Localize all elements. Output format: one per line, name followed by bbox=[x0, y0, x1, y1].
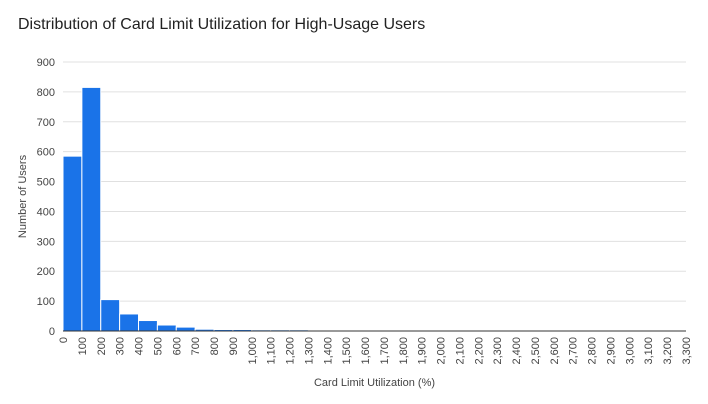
y-tick-label: 600 bbox=[37, 147, 55, 159]
x-tick-label: 0 bbox=[58, 337, 70, 343]
x-tick-label: 3,000 bbox=[624, 337, 636, 365]
y-tick-label: 800 bbox=[37, 87, 55, 99]
y-axis-title: Number of Users bbox=[17, 154, 29, 238]
x-tick-label: 800 bbox=[209, 337, 221, 355]
x-tick-label: 400 bbox=[134, 337, 146, 355]
x-tick-label: 2,100 bbox=[454, 337, 466, 365]
y-tick-label: 300 bbox=[37, 236, 55, 248]
x-tick-label: 1,300 bbox=[303, 337, 315, 365]
x-tick-label: 2,800 bbox=[587, 337, 599, 365]
x-tick-label: 2,400 bbox=[511, 337, 523, 365]
x-tick-label: 2,200 bbox=[473, 337, 485, 365]
x-tick-label: 2,600 bbox=[549, 337, 561, 365]
x-axis-title: Card Limit Utilization (%) bbox=[314, 377, 435, 389]
x-tick-label: 3,100 bbox=[643, 337, 655, 365]
x-tick-label: 500 bbox=[152, 337, 164, 355]
chart-title: Distribution of Card Limit Utilization f… bbox=[18, 16, 425, 33]
x-tick-label: 3,200 bbox=[662, 337, 674, 365]
histogram-bar bbox=[156, 324, 177, 332]
histogram-bar bbox=[138, 320, 158, 332]
x-tick-label: 1,600 bbox=[360, 337, 372, 365]
y-tick-label: 100 bbox=[37, 296, 55, 308]
y-tick-label: 900 bbox=[37, 57, 55, 69]
x-tick-label: 1,000 bbox=[247, 337, 259, 365]
x-tick-label: 1,200 bbox=[285, 337, 297, 365]
y-tick-label: 200 bbox=[37, 266, 55, 278]
x-tick-label: 2,700 bbox=[568, 337, 580, 365]
x-tick-label: 1,100 bbox=[266, 337, 278, 365]
x-tick-label: 1,500 bbox=[341, 337, 353, 365]
x-tick-label: 300 bbox=[115, 337, 127, 355]
x-tick-label: 1,800 bbox=[398, 337, 410, 365]
x-tick-label: 2,900 bbox=[605, 337, 617, 365]
x-tick-label: 1,400 bbox=[322, 337, 334, 365]
x-tick-label: 900 bbox=[228, 337, 240, 355]
gridlines bbox=[63, 61, 686, 302]
x-tick-label: 1,900 bbox=[417, 337, 429, 365]
bars bbox=[62, 86, 687, 332]
y-tick-label: 0 bbox=[49, 326, 55, 338]
x-tick-label: 3,300 bbox=[681, 337, 693, 365]
x-tick-label: 100 bbox=[77, 337, 89, 355]
y-axis-tick-labels: 0 100 200 300 400 500 600 700 800 900 bbox=[37, 57, 55, 338]
histogram-bar bbox=[100, 299, 121, 332]
x-tick-label: 1,700 bbox=[379, 337, 391, 365]
y-tick-label: 400 bbox=[37, 206, 55, 218]
x-tick-label: 2,500 bbox=[530, 337, 542, 365]
x-tick-label: 200 bbox=[96, 337, 108, 355]
x-tick-label: 600 bbox=[171, 337, 183, 355]
histogram-bar bbox=[175, 326, 196, 332]
x-axis-tick-labels: 0 100 200 300 400 500 600 700 800 900 1,000 1,100 1,… bbox=[58, 337, 693, 365]
x-tick-label: 2,000 bbox=[436, 337, 448, 365]
histogram-bar bbox=[62, 155, 83, 332]
histogram-bar bbox=[81, 86, 102, 332]
histogram-bar bbox=[119, 313, 140, 332]
x-tick-label: 2,300 bbox=[492, 337, 504, 365]
y-tick-label: 500 bbox=[37, 177, 55, 189]
x-tick-label: 700 bbox=[190, 337, 202, 355]
y-tick-label: 700 bbox=[37, 117, 55, 129]
